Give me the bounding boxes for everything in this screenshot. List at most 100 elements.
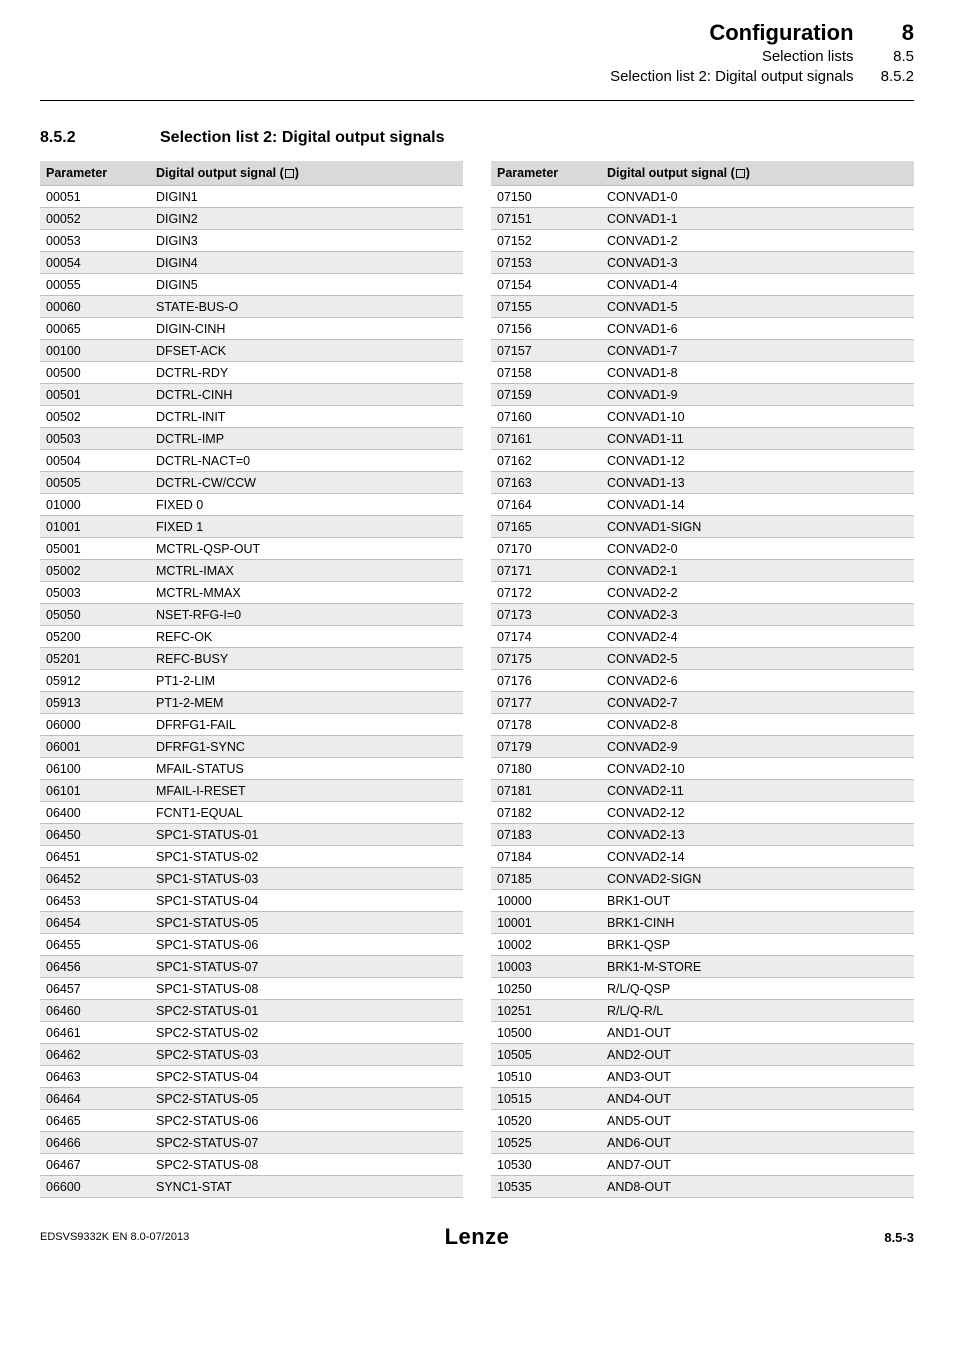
- col-header-signal-prefix: Digital output signal (: [607, 166, 735, 180]
- cell-signal: CONVAD1-0: [601, 186, 914, 208]
- cell-signal: CONVAD1-13: [601, 472, 914, 494]
- param-table-right: Parameter Digital output signal () 07150…: [491, 161, 914, 1198]
- cell-signal: CONVAD1-7: [601, 340, 914, 362]
- table-row: 00055DIGIN5: [40, 274, 463, 296]
- cell-signal: FIXED 0: [150, 494, 463, 516]
- cell-signal: CONVAD2-12: [601, 802, 914, 824]
- table-row: 10525AND6-OUT: [491, 1132, 914, 1154]
- col-header-parameter: Parameter: [40, 161, 150, 186]
- table-row: 05912PT1-2-LIM: [40, 670, 463, 692]
- cell-signal: AND3-OUT: [601, 1066, 914, 1088]
- cell-parameter: 10250: [491, 978, 601, 1000]
- cell-parameter: 06462: [40, 1044, 150, 1066]
- table-row: 00503DCTRL-IMP: [40, 428, 463, 450]
- table-row: 07151CONVAD1-1: [491, 208, 914, 230]
- cell-signal: MFAIL-I-RESET: [150, 780, 463, 802]
- cell-parameter: 10510: [491, 1066, 601, 1088]
- table-row: 07185CONVAD2-SIGN: [491, 868, 914, 890]
- cell-parameter: 07178: [491, 714, 601, 736]
- cell-signal: CONVAD2-5: [601, 648, 914, 670]
- cell-parameter: 00051: [40, 186, 150, 208]
- table-row: 06457SPC1-STATUS-08: [40, 978, 463, 1000]
- cell-parameter: 06453: [40, 890, 150, 912]
- cell-signal: REFC-BUSY: [150, 648, 463, 670]
- table-row: 10000BRK1-OUT: [491, 890, 914, 912]
- table-row: 00051DIGIN1: [40, 186, 463, 208]
- header-num-main: 8: [858, 20, 914, 46]
- cell-parameter: 06400: [40, 802, 150, 824]
- table-row: 05001MCTRL-QSP-OUT: [40, 538, 463, 560]
- cell-signal: BRK1-M-STORE: [601, 956, 914, 978]
- cell-signal: CONVAD1-3: [601, 252, 914, 274]
- cell-parameter: 06465: [40, 1110, 150, 1132]
- cell-parameter: 07174: [491, 626, 601, 648]
- header-title-sub1: Selection lists: [762, 48, 854, 65]
- cell-parameter: 07153: [491, 252, 601, 274]
- cell-parameter: 07162: [491, 450, 601, 472]
- cell-parameter: 07151: [491, 208, 601, 230]
- table-row: 07164CONVAD1-14: [491, 494, 914, 516]
- cell-parameter: 05200: [40, 626, 150, 648]
- cell-signal: DFRFG1-SYNC: [150, 736, 463, 758]
- cell-signal: CONVAD2-1: [601, 560, 914, 582]
- cell-parameter: 00501: [40, 384, 150, 406]
- cell-signal: SPC1-STATUS-03: [150, 868, 463, 890]
- table-row: 06461SPC2-STATUS-02: [40, 1022, 463, 1044]
- cell-parameter: 00503: [40, 428, 150, 450]
- table-row: 06451SPC1-STATUS-02: [40, 846, 463, 868]
- table-row: 10530AND7-OUT: [491, 1154, 914, 1176]
- cell-signal: CONVAD2-8: [601, 714, 914, 736]
- header-block: Configuration 8 Selection lists 8.5 Sele…: [610, 20, 914, 86]
- table-header-row: Parameter Digital output signal (): [491, 161, 914, 186]
- cell-parameter: 06000: [40, 714, 150, 736]
- table-row: 06463SPC2-STATUS-04: [40, 1066, 463, 1088]
- col-header-signal-prefix: Digital output signal (: [156, 166, 284, 180]
- cell-parameter: 06464: [40, 1088, 150, 1110]
- cell-parameter: 10505: [491, 1044, 601, 1066]
- cell-signal: MFAIL-STATUS: [150, 758, 463, 780]
- cell-signal: BRK1-QSP: [601, 934, 914, 956]
- cell-signal: DIGIN4: [150, 252, 463, 274]
- table-row: 06600SYNC1-STAT: [40, 1176, 463, 1198]
- cell-signal: SPC2-STATUS-04: [150, 1066, 463, 1088]
- page-header: Configuration 8 Selection lists 8.5 Sele…: [0, 0, 954, 94]
- cell-parameter: 06466: [40, 1132, 150, 1154]
- footer-logo: Lenze: [331, 1224, 622, 1250]
- table-row: 07180CONVAD2-10: [491, 758, 914, 780]
- cell-signal: CONVAD2-7: [601, 692, 914, 714]
- table-row: 10500AND1-OUT: [491, 1022, 914, 1044]
- cell-parameter: 05913: [40, 692, 150, 714]
- cell-signal: SPC1-STATUS-04: [150, 890, 463, 912]
- table-row: 05913PT1-2-MEM: [40, 692, 463, 714]
- cell-parameter: 06452: [40, 868, 150, 890]
- cell-signal: CONVAD1-6: [601, 318, 914, 340]
- cell-signal: STATE-BUS-O: [150, 296, 463, 318]
- cell-parameter: 10535: [491, 1176, 601, 1198]
- header-line-3: Selection list 2: Digital output signals…: [610, 68, 914, 86]
- table-row: 06465SPC2-STATUS-06: [40, 1110, 463, 1132]
- cell-signal: MCTRL-IMAX: [150, 560, 463, 582]
- cell-parameter: 07165: [491, 516, 601, 538]
- cell-signal: SPC2-STATUS-08: [150, 1154, 463, 1176]
- table-row: 00502DCTRL-INIT: [40, 406, 463, 428]
- table-row: 06460SPC2-STATUS-01: [40, 1000, 463, 1022]
- cell-signal: AND4-OUT: [601, 1088, 914, 1110]
- table-row: 00053DIGIN3: [40, 230, 463, 252]
- cell-parameter: 00065: [40, 318, 150, 340]
- cell-signal: CONVAD2-4: [601, 626, 914, 648]
- cell-signal: SPC2-STATUS-07: [150, 1132, 463, 1154]
- table-row: 07182CONVAD2-12: [491, 802, 914, 824]
- cell-parameter: 06463: [40, 1066, 150, 1088]
- table-row: 10520AND5-OUT: [491, 1110, 914, 1132]
- cell-parameter: 00505: [40, 472, 150, 494]
- cell-signal: AND6-OUT: [601, 1132, 914, 1154]
- cell-parameter: 07182: [491, 802, 601, 824]
- cell-signal: CONVAD2-SIGN: [601, 868, 914, 890]
- cell-parameter: 00500: [40, 362, 150, 384]
- cell-signal: CONVAD1-SIGN: [601, 516, 914, 538]
- cell-parameter: 01001: [40, 516, 150, 538]
- cell-parameter: 10002: [491, 934, 601, 956]
- cell-parameter: 07183: [491, 824, 601, 846]
- header-num-sub1: 8.5: [858, 48, 914, 65]
- cell-signal: SPC1-STATUS-05: [150, 912, 463, 934]
